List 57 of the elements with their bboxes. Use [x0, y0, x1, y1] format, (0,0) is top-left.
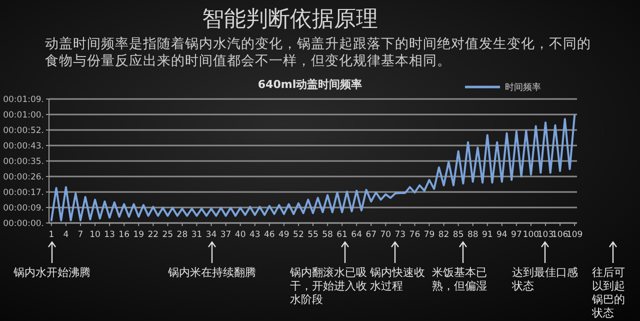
x-tick-label: 82	[438, 230, 450, 240]
y-tick-label: 00:00:52.	[3, 126, 44, 136]
chart-title: 智能判断依据原理	[202, 7, 378, 32]
x-tick-label: 7	[78, 230, 84, 240]
x-tick-label: 109	[566, 230, 583, 240]
x-tick-label: 103	[537, 230, 554, 240]
y-tick-label: 00:00:09.	[3, 204, 44, 214]
y-tick-label: 00:00:43.	[3, 142, 44, 152]
x-tick-label: 94	[496, 230, 508, 240]
x-tick-label: 34	[206, 230, 217, 240]
x-tick-label: 79	[424, 230, 435, 240]
y-tick-label: 00:00:26.	[3, 172, 44, 182]
x-tick-label: 31	[191, 230, 202, 240]
x-tick-label: 85	[452, 230, 464, 240]
x-tick-label: 22	[148, 230, 159, 240]
y-tick-label: 00:00:17.	[3, 188, 44, 198]
x-tick-label: 76	[409, 230, 420, 240]
x-tick-label: 58	[322, 230, 333, 240]
x-tick-label: 49	[278, 230, 290, 240]
x-tick-label: 61	[336, 230, 348, 240]
x-tick-label: 19	[133, 230, 144, 240]
x-tick-label: 106	[552, 230, 568, 240]
x-tick-label: 91	[482, 230, 493, 240]
y-tick-label: 00:00:00.	[3, 219, 44, 229]
text: 锅内快速收水过程	[369, 266, 425, 292]
x-tick-label: 88	[467, 230, 478, 240]
text: 米饭基本已熟，但偏湿	[432, 266, 487, 292]
x-tick-label: 70	[380, 230, 392, 240]
legend-label: 时间频率	[505, 82, 541, 93]
text: 640ml动盖时间频率	[258, 78, 362, 91]
text: 锅内水开始沸腾	[12, 266, 90, 279]
x-tick-label: 67	[366, 230, 377, 240]
x-tick-label: 16	[118, 230, 130, 240]
text: 往后可以到起锅巴的状态	[591, 266, 625, 320]
x-tick-label: 73	[394, 230, 406, 240]
chart-subtitle: 动盖时间频率是指随着锅内水汽的变化，锅盖升起跟落下的时间绝对值发生变化，不同的食物与份量反应出来的时间值都会不一样，但变化规律基本相同。	[45, 36, 591, 69]
x-tick-label: 4	[63, 230, 69, 240]
y-tick-label: 00:01:00.	[3, 110, 44, 120]
x-tick-label: 97	[511, 230, 522, 240]
x-tick-label: 25	[162, 230, 174, 240]
x-tick-label: 28	[176, 230, 188, 240]
x-tick-label: 46	[264, 230, 275, 240]
x-tick-label: 1	[48, 230, 54, 240]
x-tick-label: 64	[351, 230, 362, 240]
x-tick-label: 52	[293, 230, 304, 240]
y-tick-label: 00:00:35.	[3, 157, 44, 167]
text: 锅内米在持续翻腾	[167, 266, 256, 279]
x-tick-label: 10	[90, 230, 100, 240]
text: 达到最佳口感状态	[511, 266, 578, 292]
y-tick-label: 00:01:09.	[3, 95, 44, 105]
x-tick-label: 40	[234, 230, 246, 240]
x-tick-label: 43	[249, 230, 260, 240]
text: 锅内翻滚水已吸干，开始进入收水阶段	[289, 266, 367, 306]
x-tick-label: 37	[220, 230, 232, 240]
x-tick-label: 55	[308, 230, 318, 240]
x-tick-label: 100	[522, 230, 540, 240]
x-tick-label: 13	[104, 230, 115, 240]
